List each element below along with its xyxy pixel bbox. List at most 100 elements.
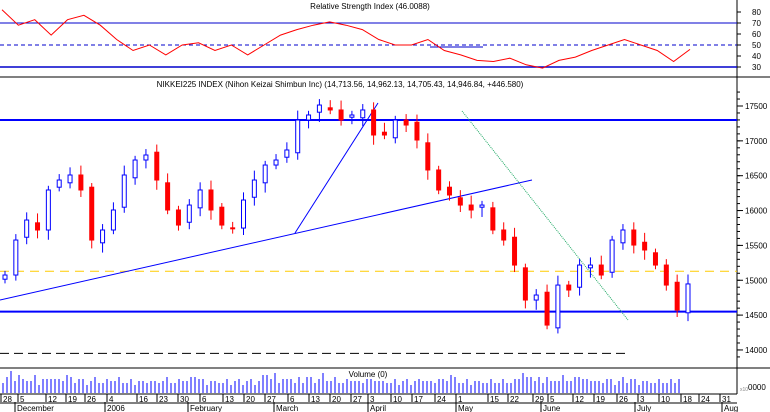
candle-down [327,107,333,111]
candle-down [522,267,528,301]
date-label: 20 [332,395,341,404]
date-label: 3 [640,395,645,404]
candle-up [685,283,691,314]
candle-up [45,189,51,231]
candle-down [468,204,474,211]
date-label: 24 [437,395,446,404]
candle-down [544,291,550,326]
date-label: 13 [225,395,234,404]
short-uptrend-line [294,102,379,234]
candle-up [186,204,192,223]
candle-down [89,186,95,241]
candle-up [533,294,539,301]
candle-down [154,151,160,181]
candle-down [208,189,214,211]
date-axis: 28 5 12 19 26 4 16 23 30 6 13 20 27 6 13 20 27 3 10 17 24 1 15… [0,394,738,412]
long-uptrend-line [0,179,533,301]
rsi-line [1,9,691,69]
candle-up [2,274,8,280]
price-title: NIKKEI225 INDEX (Nihon Keizai Shimbun In… [157,80,524,89]
candle-up [132,159,138,179]
candle-down [674,281,680,311]
date-label: 23 [159,395,168,404]
price-tick-label: 16500 [745,172,768,181]
date-label: 17 [414,395,423,404]
date-label: 30 [180,395,189,404]
candle-down [446,186,452,196]
candle-up [479,204,485,208]
month-label: February [190,404,222,412]
date-label: 26 [619,395,628,404]
date-label: 13 [311,395,320,404]
candle-up [360,109,366,119]
price-axis: 17500 17000 16500 16000 15500 15000 14500 14000 [737,91,768,358]
date-label: 31 [722,395,731,404]
candle-up [316,104,322,113]
candle-down [663,264,669,286]
candle-up [273,159,279,166]
rsi-axis: 80 70 60 50 40 30 [737,8,761,72]
candle-down [381,131,387,136]
candle-down [512,236,518,266]
candle-down [414,121,420,141]
date-label: 5 [550,395,555,404]
candle-up [555,284,561,329]
date-label: 3 [370,395,375,404]
candle-up [241,199,247,229]
price-tick-label: 17500 [745,102,768,111]
price-tick-label: 14000 [745,346,768,355]
candle-down [631,229,637,246]
candle-down [338,109,344,121]
candle-down [219,206,225,226]
date-label: 16 [139,395,148,404]
candle-up [577,264,583,288]
candle-up [251,179,257,198]
date-label: 1 [458,395,463,404]
price-tick-label: 17000 [745,137,768,146]
date-label: 15 [490,395,499,404]
date-label: 27 [267,395,276,404]
date-label: 6 [290,395,295,404]
drawn-lines [0,22,737,354]
price-tick-label: 15500 [745,241,768,250]
date-label: 19 [596,395,605,404]
volume-multiplier: x10 [740,387,748,393]
rsi-tick-label: 80 [752,8,761,17]
candle-down [175,209,181,226]
candle-up [100,229,106,244]
month-label: March [276,404,298,412]
candle-up [13,239,19,276]
volume-bars [2,371,680,393]
candle-up [284,149,290,158]
date-label: 4 [109,395,114,404]
month-label: Aug [724,404,738,412]
date-label: 29 [535,395,544,404]
candle-down [78,174,84,191]
downtrend-line [461,110,629,321]
month-label: April [370,404,386,412]
candle-down [457,197,463,206]
candle-up [197,189,203,209]
month-label: July [637,404,651,412]
candle-down [371,109,377,136]
date-label: 28 [3,395,12,404]
date-label: 22 [510,395,519,404]
candle-up [121,174,127,208]
candle-up [67,174,73,184]
candle-up [392,119,398,139]
candle-down [490,207,496,231]
candle-up [110,209,116,231]
date-label: 18 [683,395,692,404]
rsi-series [1,9,691,69]
volume-tick: 0000 [748,383,766,392]
candle-down [566,284,572,291]
month-label: May [458,404,473,412]
date-label: 10 [393,395,402,404]
candle-down [436,169,442,191]
month-label: June [543,404,561,412]
candle-down [642,241,648,251]
price-tick-label: 15000 [745,276,768,285]
candle-down [230,227,236,230]
